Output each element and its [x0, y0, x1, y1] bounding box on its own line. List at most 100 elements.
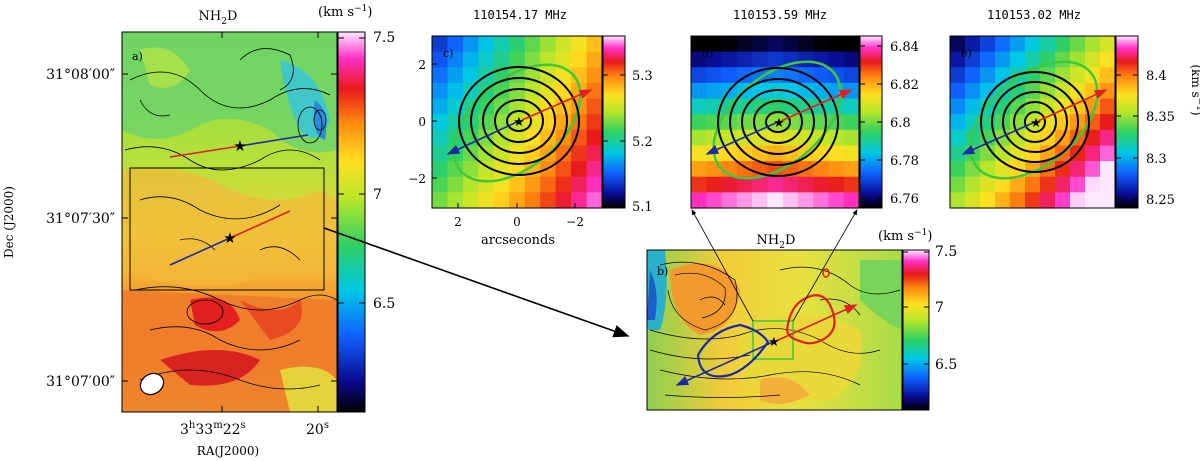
gridD-cell — [813, 145, 830, 162]
gridD-cell — [752, 192, 768, 209]
panel-e-title: 110153.02 MHz — [987, 8, 1081, 22]
gridD-cell — [813, 67, 830, 84]
gridC-cell — [447, 36, 464, 53]
ra-tick-1: 20s — [306, 420, 329, 438]
gridC-cell — [509, 129, 526, 147]
gridD-cell — [691, 67, 707, 84]
panel-e: ★ e) 8.4 8.35 8.3 8.25 (km s−1) 110153.0… — [949, 8, 1200, 209]
gridC-cell — [432, 82, 449, 100]
svg-text:★: ★ — [768, 335, 780, 350]
gridE-cell — [1055, 192, 1071, 209]
panel-b-label: b) — [657, 265, 668, 278]
colorbar-b-tick-2: 6.5 — [935, 357, 957, 373]
gridC-cell — [540, 36, 557, 53]
gridE-cell — [965, 67, 981, 84]
gridE-cell — [950, 176, 966, 193]
panel-d: ★ d) 6.84 6.82 6.8 6.78 6.76 110153.59 M… — [690, 8, 919, 209]
gridD-cell — [736, 36, 753, 53]
gridC-cell — [462, 192, 479, 209]
gridC-cell — [586, 145, 603, 162]
gridC-cell — [540, 82, 557, 100]
gridD-cell — [736, 114, 753, 131]
panel-a-title: NH2D — [199, 9, 238, 27]
gridD-cell — [736, 51, 753, 68]
gridE-cell — [950, 51, 966, 68]
gridE-cell — [1025, 192, 1041, 209]
gridE-cell — [995, 36, 1011, 53]
gridD-cell — [736, 176, 753, 193]
gridE-cell — [995, 51, 1011, 68]
gridD-cell — [691, 36, 707, 53]
gridC-cell — [571, 176, 588, 193]
gridD-cell — [797, 176, 814, 193]
gridC-cell — [540, 176, 557, 193]
gridC-cell — [571, 192, 588, 209]
dec-tick-0: 31°08′00″ — [46, 67, 115, 83]
gridC-cell — [524, 176, 541, 193]
gridC-cell — [432, 161, 449, 178]
gridC-cell — [447, 67, 464, 84]
gridE-cell — [1100, 129, 1116, 147]
gridD-cell — [843, 51, 860, 68]
colorbar-d-tick-0: 6.84 — [890, 40, 919, 55]
gridE-cell — [1010, 98, 1026, 115]
gridE-cell — [1010, 36, 1026, 53]
gridD-cell — [813, 82, 830, 100]
gridD-cell — [691, 82, 707, 100]
gridD-cell — [691, 161, 707, 178]
gridD-cell — [706, 192, 723, 209]
gridE-cell — [1100, 145, 1116, 162]
panel-c-ytick-1: 0 — [418, 115, 426, 129]
gridD-cell — [843, 67, 860, 84]
gridC-cell — [478, 161, 495, 178]
gridD-cell — [797, 51, 814, 68]
gridC-cell — [555, 176, 572, 193]
gridD-cell — [843, 161, 860, 178]
gridE-cell — [965, 36, 981, 53]
ra-tick-0: 3h33m22s — [180, 420, 246, 438]
gridD-cell — [752, 36, 768, 53]
gridC-cell — [432, 129, 449, 147]
panel-c: ★ c) 5.3 5.2 5.1 2 0 −2 2 0 −2 arcsecond… — [408, 8, 652, 248]
gridC-cell — [555, 51, 572, 68]
panel-c-label: c) — [443, 47, 453, 60]
gridD-cell — [691, 98, 707, 115]
gridD-cell — [752, 176, 768, 193]
gridE-cell — [1085, 36, 1101, 53]
gridC-cell — [540, 114, 557, 131]
gridC-cell — [509, 36, 526, 53]
gridE-cell — [980, 82, 996, 100]
gridD-cell — [706, 36, 723, 53]
colorbar-a — [337, 31, 366, 413]
gridD-cell — [691, 176, 707, 193]
gridE-cell — [950, 161, 966, 178]
gridC-cell — [509, 176, 526, 193]
gridE-cell — [1085, 129, 1101, 147]
colorbar-e-tick-2: 8.3 — [1146, 152, 1167, 167]
panel-c-ytick-2: −2 — [408, 172, 426, 186]
gridD-cell — [782, 129, 799, 147]
gridD-cell — [782, 192, 799, 209]
colorbar-a-tick-0: 7.5 — [373, 30, 395, 46]
gridD-cell — [843, 176, 860, 193]
gridD-cell — [767, 176, 784, 193]
gridD-cell — [752, 98, 768, 115]
gridC-cell — [555, 82, 572, 100]
gridD-cell — [752, 82, 768, 100]
gridE-cell — [980, 51, 996, 68]
gridE-cell — [1040, 82, 1056, 100]
gridD-cell — [767, 192, 784, 209]
gridE-cell — [965, 176, 981, 193]
panel-a-map — [122, 32, 337, 412]
gridE-cell — [980, 67, 996, 84]
gridE-cell — [1040, 161, 1056, 178]
gridD-cell — [828, 36, 845, 53]
gridE-cell — [1100, 192, 1116, 209]
gridD-cell — [813, 36, 830, 53]
gridC-cell — [462, 67, 479, 84]
gridE-cell — [980, 36, 996, 53]
gridD-cell — [706, 161, 723, 178]
gridE-cell — [965, 98, 981, 115]
gridC-cell — [447, 161, 464, 178]
gridD-cell — [752, 114, 768, 131]
